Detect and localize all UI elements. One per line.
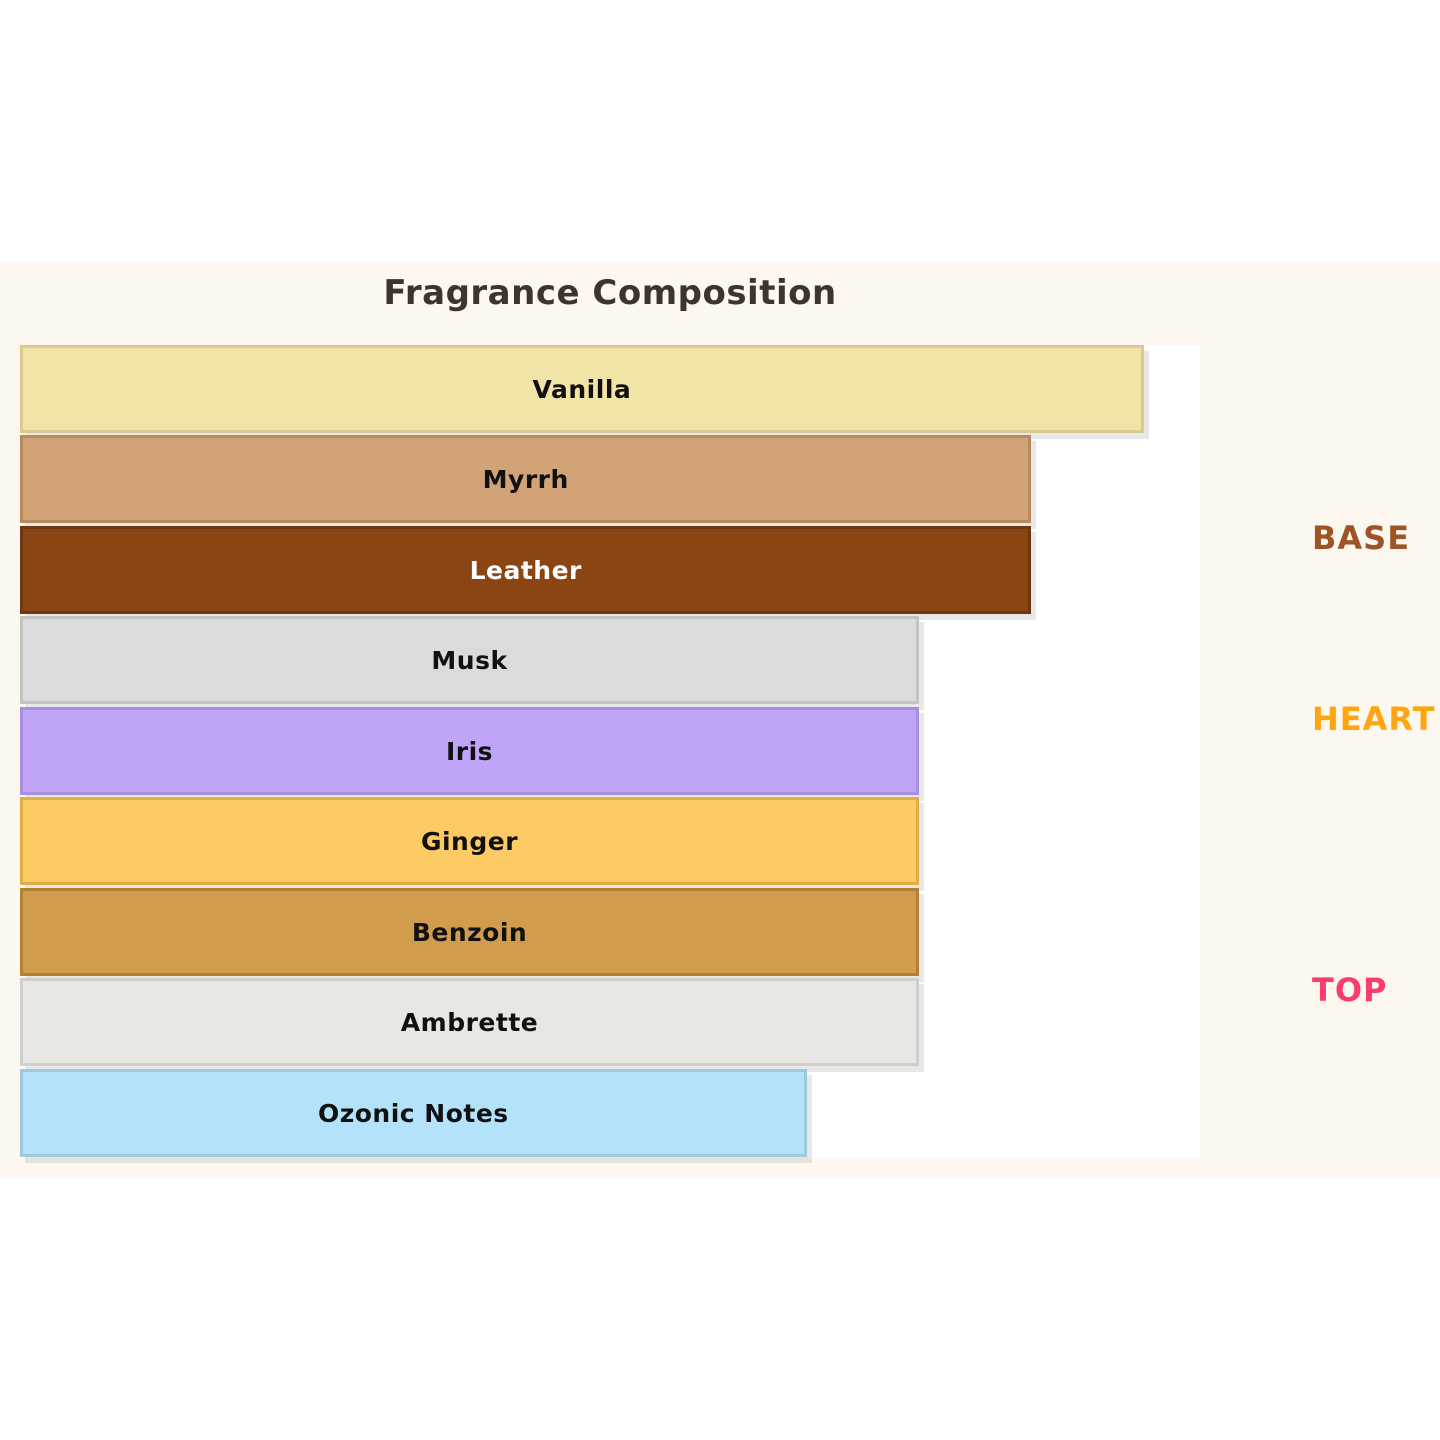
bar-label-ozonic-notes: Ozonic Notes bbox=[317, 1098, 509, 1128]
chart-title: Fragrance Composition bbox=[383, 273, 837, 313]
section-label-top: TOP bbox=[1312, 971, 1388, 1009]
bar-label-ambrette: Ambrette bbox=[400, 1007, 539, 1037]
bar-vanilla: Vanilla bbox=[20, 345, 1144, 433]
plot-area: Vanilla Myrrh Leather Musk Iris Ginger B… bbox=[20, 345, 1200, 1158]
bar-myrrh: Myrrh bbox=[20, 435, 1032, 523]
bar-musk: Musk bbox=[20, 616, 920, 704]
bar-label-leather: Leather bbox=[469, 555, 582, 585]
chart-figure: Fragrance Composition Vanilla Myrrh Leat… bbox=[0, 262, 1440, 1178]
bar-label-myrrh: Myrrh bbox=[482, 464, 569, 494]
section-label-base: BASE bbox=[1312, 519, 1411, 557]
bar-label-benzoin: Benzoin bbox=[411, 917, 528, 947]
bar-ambrette: Ambrette bbox=[20, 978, 920, 1066]
bar-label-ginger: Ginger bbox=[420, 826, 519, 856]
bar-label-iris: Iris bbox=[445, 736, 494, 766]
section-label-heart: HEART bbox=[1312, 700, 1436, 738]
bar-leather: Leather bbox=[20, 526, 1032, 614]
bar-ozonic-notes: Ozonic Notes bbox=[20, 1069, 807, 1157]
bar-benzoin: Benzoin bbox=[20, 888, 920, 976]
bar-ginger: Ginger bbox=[20, 797, 920, 885]
bar-label-musk: Musk bbox=[431, 645, 508, 675]
bar-label-vanilla: Vanilla bbox=[532, 374, 632, 404]
bar-iris: Iris bbox=[20, 707, 920, 795]
